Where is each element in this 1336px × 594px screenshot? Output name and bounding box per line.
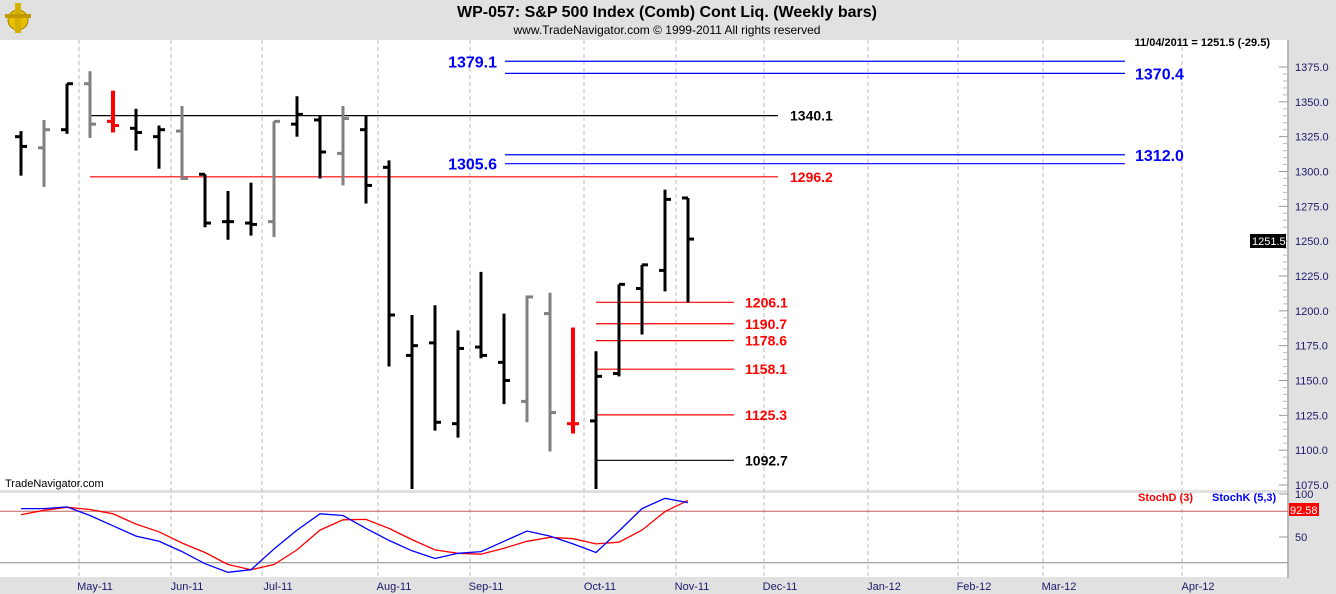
level-label: 1190.7	[745, 316, 787, 332]
y-tick-label: 1175.0	[1295, 341, 1328, 353]
chart-title: WP-057: S&P 500 Index (Comb) Cont Liq. (…	[457, 4, 877, 21]
ohlc-bar	[38, 119, 50, 187]
y-tick-label: 1100.0	[1295, 445, 1328, 457]
y-tick-label: 1075.0	[1295, 480, 1329, 492]
ohlc-bar	[452, 330, 464, 438]
x-tick-label: Mar-12	[1042, 581, 1077, 593]
ohlc-bar	[383, 160, 395, 367]
last-bar-readout: 11/04/2011 = 1251.5 (-29.5)	[1135, 37, 1271, 49]
x-tick-label: Feb-12	[957, 581, 992, 593]
y-tick-label: 1200.0	[1295, 306, 1329, 318]
ohlc-bar	[337, 106, 349, 186]
x-tick-label: Jun-11	[171, 581, 204, 593]
stoch-line-d	[20, 499, 689, 571]
x-tick-label: Apr-12	[1181, 581, 1214, 593]
y-tick-label: 1350.0	[1295, 97, 1329, 109]
x-tick-label: Sep-11	[469, 581, 504, 593]
stoch-tag: 92.58	[1290, 505, 1318, 517]
header-bar	[0, 0, 1336, 40]
copyright-subtitle: www.TradeNavigator.com © 1999-2011 All r…	[513, 23, 821, 37]
x-tick-label: May-11	[77, 581, 113, 593]
x-tick-label: Nov-11	[675, 581, 710, 593]
level-label: 1178.6	[745, 333, 787, 349]
ohlc-bar	[314, 115, 326, 179]
level-label: 1125.3	[745, 407, 787, 423]
watermark: TradeNavigator.com	[5, 478, 104, 490]
ohlc-bar	[429, 305, 441, 431]
ohlc-bar	[590, 351, 602, 489]
ohlc-bar	[567, 327, 579, 434]
level-label: 1092.7	[745, 452, 788, 468]
stoch-tag-bg	[1289, 503, 1319, 516]
stoch-y-tick-label: 50	[1295, 532, 1307, 544]
y-tick-label: 1300.0	[1295, 166, 1329, 178]
ohlc-bar	[291, 96, 303, 137]
level-label: 1379.1	[448, 54, 497, 71]
ohlc-bar	[107, 90, 119, 133]
ohlc-bar	[682, 196, 694, 303]
ohlc-bar	[268, 119, 280, 237]
level-label: 1296.2	[790, 169, 833, 185]
y-tick-label: 1275.0	[1295, 201, 1329, 213]
last-price-tag-bg	[1250, 234, 1286, 248]
ohlc-bar	[245, 182, 257, 236]
ohlc-bar	[475, 271, 487, 359]
ohlc-bar	[521, 295, 533, 423]
ohlc-bar	[199, 172, 211, 228]
y-tick-label: 1250.0	[1295, 236, 1329, 248]
ohlc-bar	[130, 108, 142, 151]
level-label: 1206.1	[745, 294, 788, 310]
ohlc-bar	[222, 191, 234, 240]
stoch-y-tick-label: 100	[1295, 489, 1313, 501]
ohlc-bar	[636, 263, 648, 335]
logo-icon	[5, 3, 31, 33]
y-tick-label: 1225.0	[1295, 271, 1329, 283]
ohlc-bar	[659, 189, 671, 292]
last-price-tag: 1251.5	[1252, 236, 1286, 248]
stoch-panel	[0, 493, 1288, 577]
x-tick-label: Dec-11	[763, 581, 798, 593]
ohlc-bar	[498, 313, 510, 405]
ohlc-bar	[406, 315, 418, 489]
level-label: 1305.6	[448, 157, 497, 174]
x-tick-label: Oct-11	[584, 581, 616, 593]
x-tick-label: Jan-12	[867, 581, 901, 593]
ohlc-bar	[613, 282, 625, 377]
y-tick-label: 1150.0	[1295, 375, 1328, 387]
ohlc-bar	[84, 71, 96, 139]
stoch-line-k	[21, 497, 689, 573]
level-label: 1340.1	[790, 108, 833, 124]
x-tick-label: Aug-11	[377, 581, 412, 593]
ohlc-bar	[360, 115, 372, 204]
ohlc-bar	[153, 125, 165, 169]
ohlc-bar	[176, 106, 188, 180]
level-label: 1312.0	[1135, 148, 1184, 165]
stoch-legend-k: StochK (5,3)	[1212, 492, 1277, 504]
ohlc-bar	[544, 292, 556, 452]
ohlc-bar	[15, 131, 27, 176]
y-tick-label: 1375.0	[1295, 62, 1329, 74]
y-tick-label: 1125.0	[1295, 410, 1328, 422]
ohlc-bar	[61, 82, 73, 134]
level-label: 1158.1	[745, 361, 787, 377]
y-tick-label: 1325.0	[1295, 132, 1329, 144]
stoch-legend-d: StochD (3)	[1138, 492, 1193, 504]
level-label: 1370.4	[1135, 66, 1184, 83]
x-tick-label: Jul-11	[263, 581, 292, 593]
